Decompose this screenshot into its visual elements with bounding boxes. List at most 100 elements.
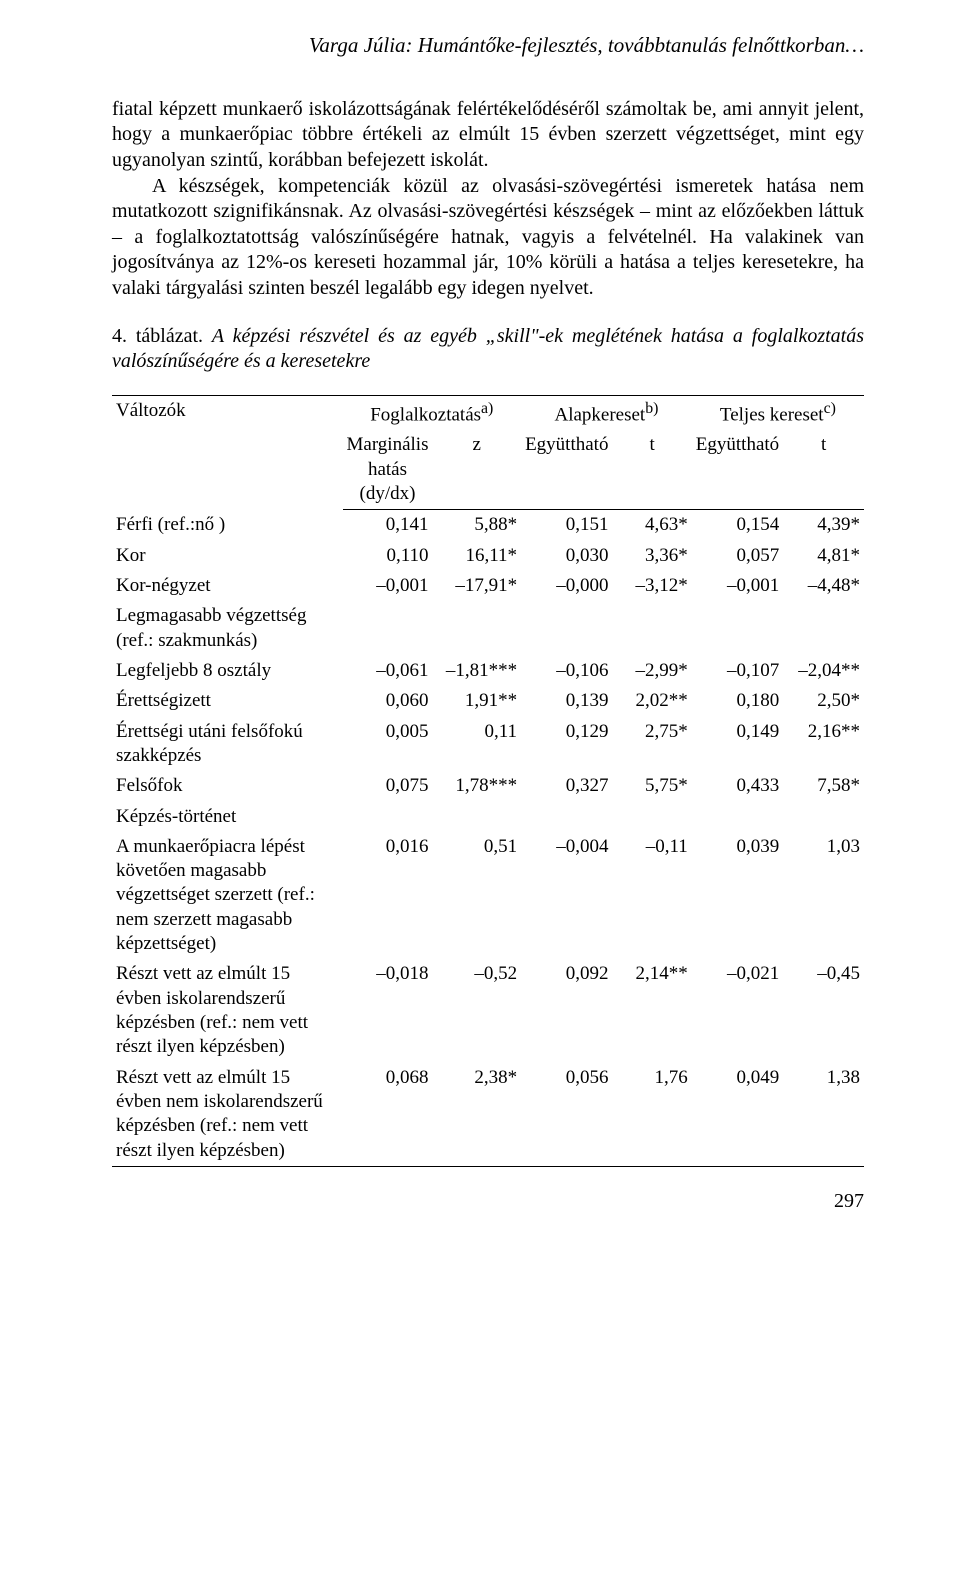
cell: –0,52 bbox=[432, 959, 521, 1062]
cell bbox=[432, 601, 521, 656]
cell bbox=[521, 802, 612, 832]
header-egy-1: Együttható bbox=[521, 430, 612, 509]
cell bbox=[612, 802, 691, 832]
header-group-fog: Foglalkoztatása) bbox=[343, 395, 522, 430]
cell: 3,36* bbox=[612, 541, 691, 571]
table-row: Részt vett az elmúlt 15 évben iskolarend… bbox=[112, 959, 864, 1062]
header-group-fog-text: Foglalkoztatás bbox=[370, 404, 481, 425]
cell: –17,91* bbox=[432, 571, 521, 601]
caption-rest-text: A képzési részvétel és az egyéb „skill"-… bbox=[112, 325, 864, 373]
row-label: Felsőfok bbox=[112, 771, 343, 801]
cell: 0,433 bbox=[692, 771, 783, 801]
header-row-groups: Változók Foglalkoztatása) Alapkeresetb) … bbox=[112, 395, 864, 430]
row-label: Érettségizett bbox=[112, 686, 343, 716]
cell bbox=[783, 802, 864, 832]
row-label: Képzés-történet bbox=[112, 802, 343, 832]
cell: 0,51 bbox=[432, 832, 521, 960]
cell: –2,99* bbox=[612, 656, 691, 686]
cell: 1,76 bbox=[612, 1063, 691, 1167]
cell: –0,106 bbox=[521, 656, 612, 686]
header-egy-2: Együttható bbox=[692, 430, 783, 509]
cell: 0,151 bbox=[521, 510, 612, 541]
cell: 0,075 bbox=[343, 771, 433, 801]
table-caption: 4. táblázat. A képzési részvétel és az e… bbox=[112, 324, 864, 375]
cell bbox=[432, 802, 521, 832]
cell: –0,061 bbox=[343, 656, 433, 686]
cell: 0,016 bbox=[343, 832, 433, 960]
header-marg: Marginális hatás (dy/dx) bbox=[343, 430, 433, 509]
header-vars: Változók bbox=[112, 395, 343, 510]
table-row: Legmagasabb végzettség (ref.: szakmunkás… bbox=[112, 601, 864, 656]
cell: 0,129 bbox=[521, 717, 612, 772]
cell: 0,110 bbox=[343, 541, 433, 571]
row-label: Kor bbox=[112, 541, 343, 571]
cell: 0,039 bbox=[692, 832, 783, 960]
cell bbox=[343, 802, 433, 832]
cell: –0,001 bbox=[692, 571, 783, 601]
header-group-teljes: Teljes keresetc) bbox=[692, 395, 864, 430]
header-group-alap-text: Alapkereset bbox=[554, 404, 645, 425]
table-row: A munkaerőpiacra lépést követően magasab… bbox=[112, 832, 864, 960]
cell: –4,48* bbox=[783, 571, 864, 601]
cell: –0,001 bbox=[343, 571, 433, 601]
cell bbox=[612, 601, 691, 656]
cell: –0,018 bbox=[343, 959, 433, 1062]
table-body: Férfi (ref.:nő )0,1415,88*0,1514,63*0,15… bbox=[112, 510, 864, 1167]
cell bbox=[692, 601, 783, 656]
header-t-1: t bbox=[612, 430, 691, 509]
row-label: Részt vett az elmúlt 15 évben nem iskola… bbox=[112, 1063, 343, 1167]
cell: 0,068 bbox=[343, 1063, 433, 1167]
cell: –0,107 bbox=[692, 656, 783, 686]
row-label: Férfi (ref.:nő ) bbox=[112, 510, 343, 541]
cell: 0,141 bbox=[343, 510, 433, 541]
cell: 2,38* bbox=[432, 1063, 521, 1167]
cell bbox=[783, 601, 864, 656]
cell: 2,02** bbox=[612, 686, 691, 716]
table-row: Érettségizett0,0601,91**0,1392,02**0,180… bbox=[112, 686, 864, 716]
cell bbox=[521, 601, 612, 656]
cell: 0,11 bbox=[432, 717, 521, 772]
cell: –0,004 bbox=[521, 832, 612, 960]
cell: 5,88* bbox=[432, 510, 521, 541]
caption-lead: 4. táblázat. bbox=[112, 325, 203, 347]
row-label: Legfeljebb 8 osztály bbox=[112, 656, 343, 686]
header-z: z bbox=[432, 430, 521, 509]
cell: 0,030 bbox=[521, 541, 612, 571]
cell: –3,12* bbox=[612, 571, 691, 601]
cell: 0,005 bbox=[343, 717, 433, 772]
cell: 1,91** bbox=[432, 686, 521, 716]
row-label: Érettségi utáni felsőfokú szakképzés bbox=[112, 717, 343, 772]
table-head: Változók Foglalkoztatása) Alapkeresetb) … bbox=[112, 395, 864, 510]
table-row: Képzés-történet bbox=[112, 802, 864, 832]
cell bbox=[343, 601, 433, 656]
page: Varga Júlia: Humántőke-fejlesztés, továb… bbox=[0, 0, 960, 1254]
regression-table: Változók Foglalkoztatása) Alapkeresetb) … bbox=[112, 395, 864, 1167]
cell: 1,78*** bbox=[432, 771, 521, 801]
cell: 0,049 bbox=[692, 1063, 783, 1167]
cell: 2,14** bbox=[612, 959, 691, 1062]
header-group-alap: Alapkeresetb) bbox=[521, 395, 692, 430]
page-number: 297 bbox=[112, 1189, 864, 1215]
cell: 0,149 bbox=[692, 717, 783, 772]
table-row: Kor-négyzet–0,001–17,91*–0,000–3,12*–0,0… bbox=[112, 571, 864, 601]
cell: 4,63* bbox=[612, 510, 691, 541]
cell bbox=[692, 802, 783, 832]
table-row: Kor0,11016,11*0,0303,36*0,0574,81* bbox=[112, 541, 864, 571]
cell: 16,11* bbox=[432, 541, 521, 571]
cell: 0,056 bbox=[521, 1063, 612, 1167]
cell: 2,16** bbox=[783, 717, 864, 772]
sup-a: a) bbox=[481, 400, 493, 417]
table-row: Részt vett az elmúlt 15 évben nem iskola… bbox=[112, 1063, 864, 1167]
table-row: Érettségi utáni felsőfokú szakképzés0,00… bbox=[112, 717, 864, 772]
cell: 0,057 bbox=[692, 541, 783, 571]
sup-c: c) bbox=[824, 400, 836, 417]
cell: 4,81* bbox=[783, 541, 864, 571]
cell: –0,11 bbox=[612, 832, 691, 960]
cell: –0,021 bbox=[692, 959, 783, 1062]
cell: –0,000 bbox=[521, 571, 612, 601]
cell: 0,092 bbox=[521, 959, 612, 1062]
row-label: A munkaerőpiacra lépést követően magasab… bbox=[112, 832, 343, 960]
cell: 0,060 bbox=[343, 686, 433, 716]
header-group-teljes-text: Teljes kereset bbox=[720, 404, 824, 425]
cell: 2,75* bbox=[612, 717, 691, 772]
